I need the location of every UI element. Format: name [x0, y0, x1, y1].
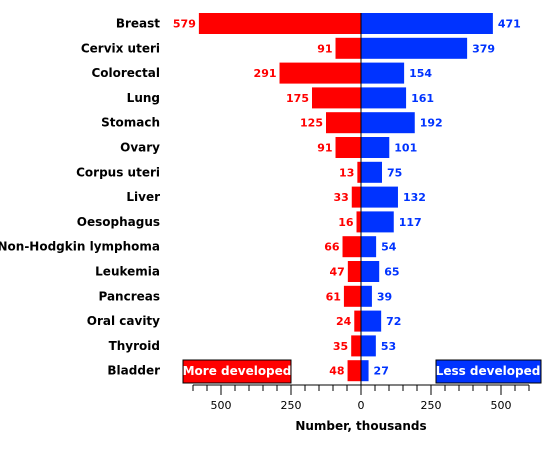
value-label-less-developed-non-hodgkin-lymphoma: 54: [381, 241, 397, 254]
bar-less-developed-bladder: [361, 360, 369, 382]
category-label-stomach: Stomach: [101, 116, 160, 130]
bar-less-developed-ovary: [361, 137, 390, 158]
legend-label-more-developed: More developed: [183, 364, 292, 378]
value-label-less-developed-bladder: 27: [374, 365, 389, 378]
bar-more-developed-ovary: [335, 137, 361, 158]
value-label-less-developed-lung: 161: [411, 92, 434, 105]
value-label-less-developed-colorectal: 154: [409, 67, 432, 80]
value-label-less-developed-stomach: 192: [420, 117, 443, 130]
value-label-less-developed-corpus-uteri: 75: [387, 166, 402, 179]
bar-less-developed-oesophagus: [361, 211, 394, 233]
category-label-cervix-uteri: Cervix uteri: [81, 41, 160, 55]
bar-more-developed-bladder: [347, 360, 361, 382]
bar-less-developed-breast: [361, 13, 493, 34]
value-label-less-developed-liver: 132: [403, 191, 426, 204]
value-label-more-developed-colorectal: 291: [254, 67, 277, 80]
category-labels: Breast Cervix uteri Colorectal Lung Stomach O…: [0, 17, 160, 378]
value-label-more-developed-bladder: 48: [329, 365, 344, 378]
bar-more-developed-oral-cavity: [354, 310, 361, 332]
value-label-more-developed-lung: 175: [286, 92, 309, 105]
bar-less-developed-oral-cavity: [361, 310, 382, 332]
legend-box-less-developed: [435, 359, 542, 384]
bar-more-developed-leukemia: [347, 261, 361, 282]
category-label-corpus-uteri: Corpus uteri: [76, 165, 160, 179]
bar-less-developed-pancreas: [361, 285, 372, 307]
bar-less-developed-non-hodgkin-lymphoma: [361, 236, 377, 258]
x-tick-label: 250: [421, 399, 442, 412]
bar-more-developed-non-hodgkin-lymphoma: [342, 236, 361, 258]
category-label-oesophagus: Oesophagus: [77, 215, 160, 229]
value-labels: 579 471 91 379 291 154 175 161 125 192 91 101 13 75 33…: [173, 18, 521, 378]
category-label-lung: Lung: [127, 91, 160, 105]
bar-less-developed-lung: [361, 87, 407, 109]
value-label-more-developed-leukemia: 47: [330, 266, 345, 279]
bar-less-developed-colorectal: [361, 62, 405, 84]
legend-box-more-developed: [182, 359, 292, 384]
category-label-oral-cavity: Oral cavity: [87, 314, 160, 328]
bar-less-developed-stomach: [361, 112, 415, 134]
value-label-more-developed-ovary: 91: [317, 142, 332, 155]
value-label-less-developed-ovary: 101: [394, 142, 417, 155]
category-label-leukemia: Leukemia: [95, 265, 160, 279]
value-label-more-developed-stomach: 125: [300, 117, 323, 130]
bar-more-developed-pancreas: [343, 285, 361, 307]
legend: More developed Less developed: [182, 359, 542, 384]
bar-less-developed-cervix-uteri: [361, 37, 468, 59]
value-label-more-developed-oesophagus: 16: [338, 216, 354, 229]
value-label-less-developed-breast: 471: [498, 18, 521, 31]
category-label-non-hodgkin-lymphoma: Non-Hodgkin lymphoma: [0, 240, 160, 254]
bar-more-developed-breast: [198, 13, 361, 34]
value-label-less-developed-thyroid: 53: [381, 340, 396, 353]
bar-less-developed-leukemia: [361, 261, 380, 282]
bar-more-developed-stomach: [326, 112, 361, 134]
bar-more-developed-thyroid: [351, 335, 361, 357]
value-label-less-developed-oesophagus: 117: [399, 216, 422, 229]
bar-more-developed-oesophagus: [356, 211, 361, 233]
value-label-more-developed-non-hodgkin-lymphoma: 66: [324, 241, 340, 254]
x-tick-label: 500: [491, 399, 512, 412]
category-label-bladder: Bladder: [107, 364, 160, 378]
bar-more-developed-cervix-uteri: [335, 37, 361, 59]
x-tick-label: 0: [358, 399, 365, 412]
x-axis: 500 250 0 250 500: [192, 384, 530, 412]
category-label-liver: Liver: [126, 190, 160, 204]
value-label-more-developed-corpus-uteri: 13: [339, 166, 354, 179]
legend-label-less-developed: Less developed: [436, 364, 541, 378]
category-label-thyroid: Thyroid: [109, 339, 160, 353]
value-label-more-developed-liver: 33: [333, 191, 348, 204]
category-label-ovary: Ovary: [120, 141, 160, 155]
category-label-colorectal: Colorectal: [91, 66, 160, 80]
value-label-less-developed-cervix-uteri: 379: [472, 42, 495, 55]
value-label-less-developed-pancreas: 39: [377, 290, 392, 303]
x-tick-label: 250: [281, 399, 302, 412]
bar-more-developed-colorectal: [279, 62, 361, 84]
category-label-breast: Breast: [116, 17, 160, 31]
value-label-more-developed-oral-cavity: 24: [336, 315, 352, 328]
value-label-more-developed-pancreas: 61: [326, 290, 341, 303]
bar-less-developed-thyroid: [361, 335, 376, 357]
value-label-more-developed-breast: 579: [173, 18, 196, 31]
value-label-less-developed-leukemia: 65: [384, 266, 399, 279]
value-label-more-developed-cervix-uteri: 91: [317, 42, 332, 55]
bar-less-developed-corpus-uteri: [361, 161, 382, 183]
value-label-less-developed-oral-cavity: 72: [386, 315, 401, 328]
x-axis-label: Number, thousands: [295, 419, 426, 433]
bar-more-developed-liver: [351, 186, 361, 208]
category-label-pancreas: Pancreas: [98, 289, 160, 303]
value-label-more-developed-thyroid: 35: [333, 340, 348, 353]
bar-less-developed-liver: [361, 186, 398, 208]
bars-group: [198, 13, 493, 382]
bar-more-developed-lung: [312, 87, 361, 109]
x-tick-label: 500: [211, 399, 232, 412]
bar-more-developed-corpus-uteri: [357, 161, 361, 183]
